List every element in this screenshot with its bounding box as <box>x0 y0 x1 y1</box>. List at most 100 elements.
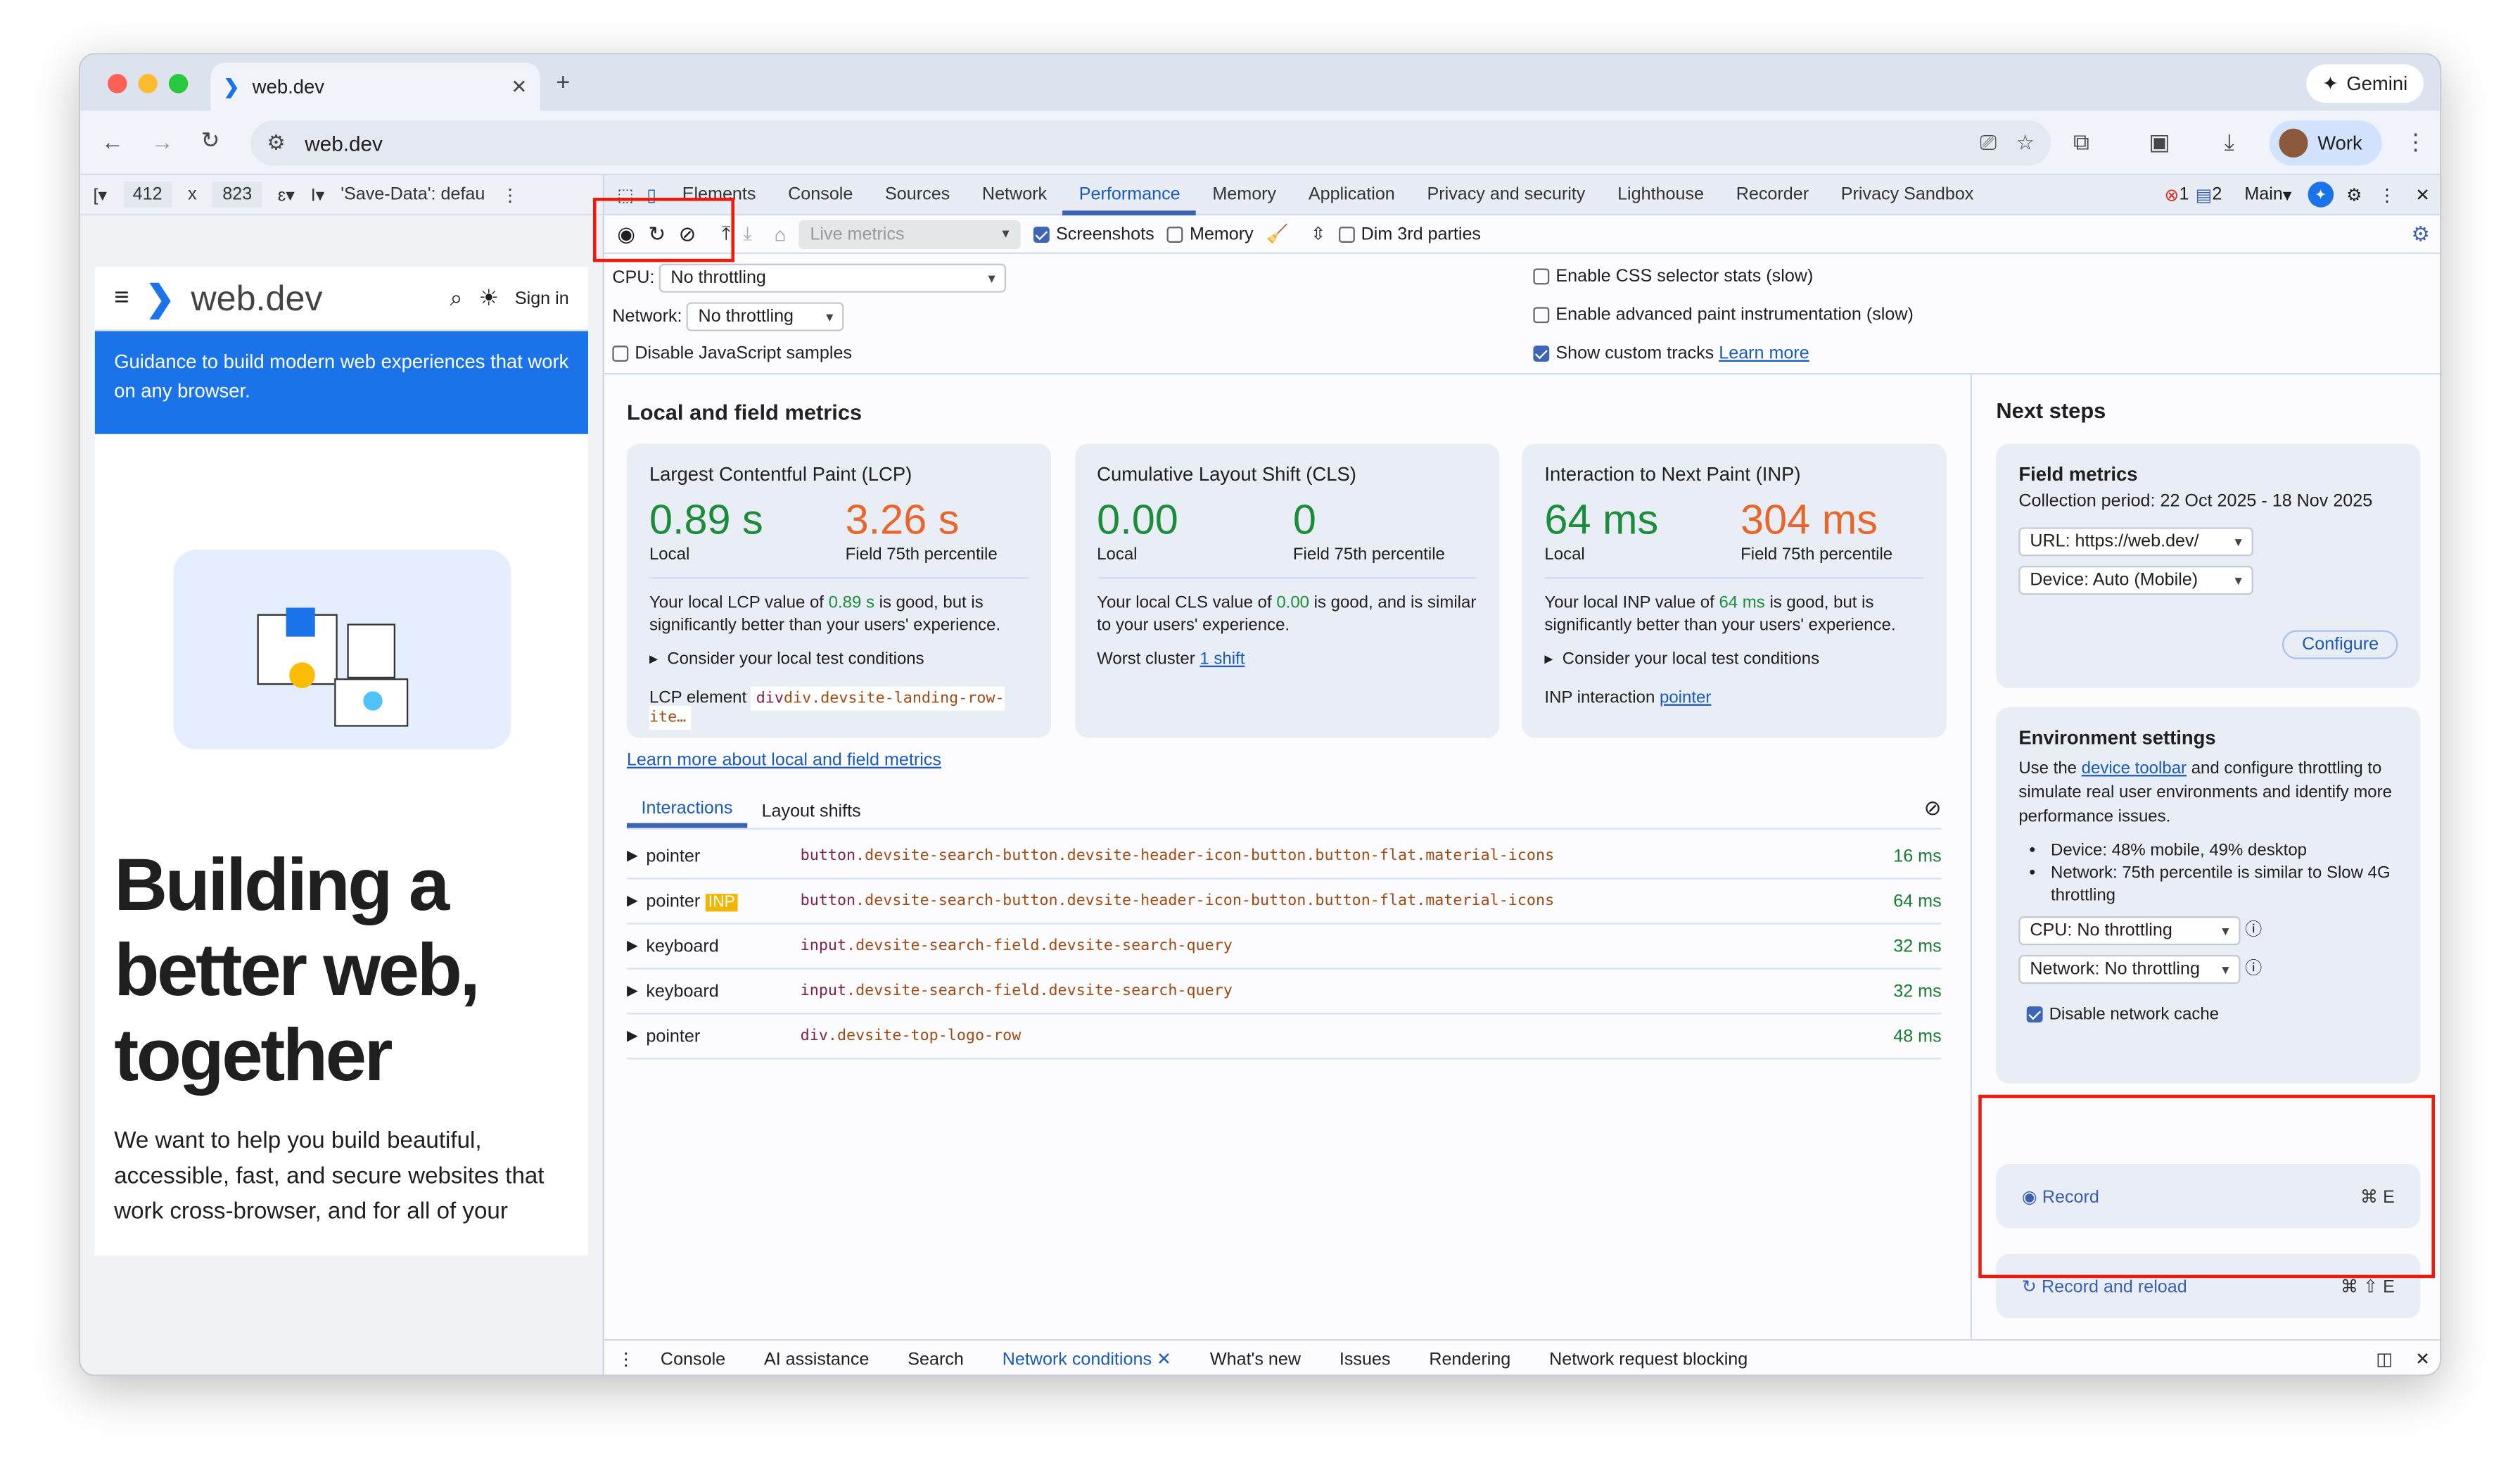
close-devtools-icon[interactable]: ✕ <box>2415 185 2431 205</box>
reload-icon[interactable]: ↻ <box>201 127 220 153</box>
extra-link[interactable]: pointer <box>1659 688 1712 708</box>
interaction-target[interactable]: button.devsite-search-button.devsite-hea… <box>800 847 1555 866</box>
table-row[interactable]: ▶ pointer INP button.devsite-search-button… <box>626 880 1942 925</box>
garbage-collect-icon[interactable]: 🧹 <box>1266 224 1289 245</box>
memory-checkbox[interactable]: Memory <box>1166 224 1254 243</box>
css-stats-checkbox[interactable]: Enable CSS selector stats (slow) <box>1533 267 1813 286</box>
save-data-dropdown[interactable]: 'Save-Data': defau <box>341 184 485 205</box>
context-dropdown[interactable]: Main <box>2244 184 2283 205</box>
tab-console[interactable]: Console <box>788 184 853 203</box>
expand-icon[interactable]: ▶ <box>626 982 638 999</box>
learn-more-metrics-link[interactable]: Learn more about local and field metrics <box>626 750 941 771</box>
clear-icon[interactable]: ⊘ <box>678 221 696 246</box>
tab-privacy-and-security[interactable]: Privacy and security <box>1427 184 1586 203</box>
settings-gear-icon[interactable]: ⚙ <box>2346 185 2362 205</box>
interaction-target[interactable]: button.devsite-search-button.devsite-hea… <box>800 892 1555 911</box>
tab-layout-shifts[interactable]: Layout shifts <box>761 802 861 822</box>
tab-lighthouse[interactable]: Lighthouse <box>1617 184 1705 203</box>
close-tab-icon[interactable]: ✕ <box>1157 1349 1172 1369</box>
download-icon[interactable]: ⤓ <box>2224 128 2234 155</box>
screenshots-checkbox[interactable]: Screenshots <box>1033 224 1154 243</box>
network-throttle-select[interactable]: No throttling <box>687 302 845 331</box>
close-window-button[interactable] <box>108 74 127 94</box>
omnibox[interactable]: ⚙ web.dev ⎚ ☆ <box>250 120 2051 166</box>
record-and-reload-button[interactable]: ↻ Record and reload ⌘ ⇧ E <box>1996 1253 2421 1319</box>
height-input[interactable]: 823 <box>212 182 262 208</box>
back-icon[interactable]: ← <box>101 128 124 155</box>
url-text[interactable]: web.dev <box>305 131 383 156</box>
dim-3rd-parties-checkbox[interactable]: Dim 3rd parties <box>1338 224 1481 243</box>
tab-sources[interactable]: Sources <box>885 184 950 203</box>
drawer-tab-network-request-blocking[interactable]: Network request blocking <box>1530 1340 1767 1374</box>
expand-icon[interactable]: ▶ <box>626 847 638 863</box>
maximize-window-button[interactable] <box>168 74 189 94</box>
clear-interactions-icon[interactable]: ⊘ <box>1923 795 1942 821</box>
record-icon[interactable]: ◉ <box>617 221 636 246</box>
device-toolbar-link[interactable]: device toolbar <box>2081 759 2187 778</box>
tab-interactions[interactable]: Interactions <box>626 799 748 828</box>
expand-icon[interactable]: ▶ <box>626 892 638 908</box>
extra-link[interactable]: 1 shift <box>1199 649 1245 669</box>
tab-privacy-sandbox[interactable]: Privacy Sandbox <box>1840 184 1974 203</box>
error-icon[interactable]: ⊗ <box>2164 185 2179 205</box>
configure-button[interactable]: Configure <box>2282 630 2398 659</box>
drawer-tab-what-s-new[interactable]: What's new <box>1190 1340 1320 1374</box>
sign-in-link[interactable]: Sign in <box>514 289 569 308</box>
drawer-tab-issues[interactable]: Issues <box>1320 1340 1409 1374</box>
forward-icon[interactable]: → <box>151 128 174 155</box>
interaction-target[interactable]: div.devsite-top-logo-row <box>800 1027 1022 1045</box>
ai-assistance-icon[interactable]: ✦ <box>2308 182 2334 208</box>
url-select[interactable]: URL: https://web.dev/ <box>2018 527 2253 557</box>
record-button[interactable]: ◉ Record ⌘ E <box>1996 1163 2421 1229</box>
tab-application[interactable]: Application <box>1308 184 1395 203</box>
disable-js-checkbox[interactable]: Disable JavaScript samples <box>612 344 852 363</box>
env-cpu-select[interactable]: CPU: No throttling <box>2018 916 2241 946</box>
collapse-tracks-icon[interactable]: ⇳ <box>1311 224 1326 245</box>
device-more-icon[interactable]: ⋮ <box>501 185 519 205</box>
site-logo[interactable]: web.dev <box>191 277 323 318</box>
table-row[interactable]: ▶ pointer div.devsite-top-logo-row 48 ms <box>626 1015 1942 1060</box>
dpr-dropdown[interactable]: ɛ▾ <box>277 185 295 205</box>
close-tab-icon[interactable]: ✕ <box>511 75 528 99</box>
close-drawer-icon[interactable]: ✕ <box>2415 1350 2431 1370</box>
message-count[interactable]: 2 <box>2212 184 2222 205</box>
extensions-icon[interactable]: ⧉ <box>2073 128 2089 155</box>
drawer-menu-icon[interactable]: ⋮ <box>617 1350 635 1370</box>
drawer-tab-ai-assistance[interactable]: AI assistance <box>745 1340 889 1374</box>
site-settings-icon[interactable]: ⚙ <box>267 130 286 155</box>
drawer-tab-network-conditions[interactable]: Network conditions ✕ <box>983 1340 1190 1374</box>
home-icon[interactable]: ⌂ <box>774 222 787 246</box>
paint-instrumentation-checkbox[interactable]: Enable advanced paint instrumentation (s… <box>1533 305 1914 324</box>
browser-tab[interactable]: ❯ web.dev ✕ <box>210 63 540 111</box>
tab-memory[interactable]: Memory <box>1212 184 1277 203</box>
install-icon[interactable]: ⎚ <box>1980 130 1997 155</box>
env-network-select[interactable]: Network: No throttling <box>2018 954 2241 984</box>
tab-recorder[interactable]: Recorder <box>1736 184 1809 203</box>
expand-icon[interactable]: ▶ <box>626 937 638 954</box>
tab-performance[interactable]: Performance <box>1062 175 1197 215</box>
custom-tracks-checkbox[interactable]: Show custom tracks Learn more <box>1533 344 1809 363</box>
consider-conditions-toggle[interactable]: ▸ Consider your local test conditions <box>1544 649 1820 669</box>
tab-network[interactable]: Network <box>981 184 1048 203</box>
more-menu-icon[interactable]: ⋮ <box>2404 128 2427 155</box>
dimensions-dropdown[interactable]: [▾ <box>93 185 108 205</box>
download-profile-icon[interactable]: ⤓ <box>743 222 752 245</box>
consider-conditions-toggle[interactable]: ▸ Consider your local test conditions <box>649 649 924 669</box>
table-row[interactable]: ▶ pointer button.devsite-search-button.dev… <box>626 835 1942 880</box>
learn-more-link[interactable]: Learn more <box>1719 343 1809 364</box>
throttle-dropdown[interactable]: I▾ <box>310 185 325 205</box>
live-metrics-dropdown[interactable]: Live metrics <box>798 219 1021 248</box>
table-row[interactable]: ▶ keyboard input.devsite-search-field.devs… <box>626 925 1942 970</box>
interaction-target[interactable]: input.devsite-search-field.devsite-searc… <box>800 982 1233 1000</box>
table-row[interactable]: ▶ keyboard input.devsite-search-field.devs… <box>626 970 1942 1015</box>
message-icon[interactable]: ▤ <box>2195 185 2213 205</box>
cpu-throttle-select[interactable]: No throttling <box>659 263 1007 293</box>
device-select[interactable]: Device: Auto (Mobile) <box>2018 566 2253 595</box>
disable-cache-checkbox[interactable]: Disable network cache <box>2026 1003 2398 1027</box>
dock-side-icon[interactable]: ◫ <box>2376 1350 2393 1370</box>
reload-record-icon[interactable]: ↻ <box>648 221 666 246</box>
upload-icon[interactable]: ⤒ <box>722 222 731 245</box>
tab-search-icon[interactable]: ▣ <box>2149 128 2170 155</box>
cpu-info-icon[interactable]: ⓘ <box>2245 920 2263 940</box>
theme-toggle-icon[interactable]: ☀ <box>478 284 499 310</box>
